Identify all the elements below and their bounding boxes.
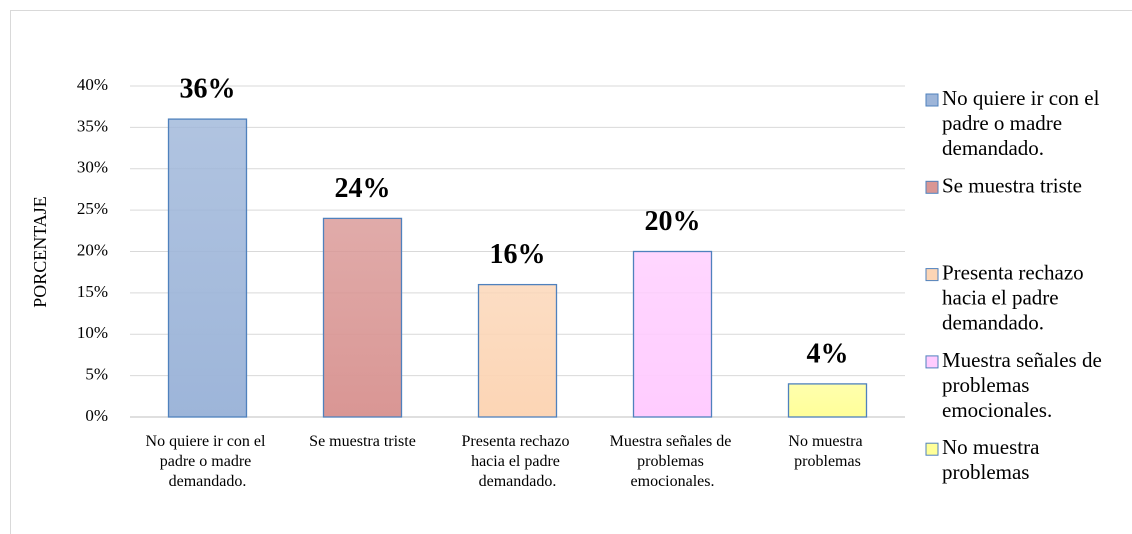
legend-label: No muestra problemas	[942, 435, 1045, 484]
y-tick-label: 5%	[85, 365, 108, 384]
legend-swatch	[925, 93, 939, 107]
chart-frame	[10, 10, 1132, 534]
y-tick-label: 10%	[77, 323, 108, 342]
data-label: 16%	[490, 239, 546, 270]
y-tick-label: 35%	[77, 116, 108, 135]
bar	[632, 250, 713, 418]
y-tick-label: 15%	[77, 282, 108, 301]
y-tick-label: 20%	[77, 240, 108, 259]
bar	[787, 383, 868, 418]
legend-swatch	[925, 268, 939, 282]
legend-swatch	[925, 442, 939, 456]
x-tick-label: Muestra señales de problemas emocionales…	[610, 433, 736, 490]
data-label: 20%	[645, 206, 701, 237]
bar	[167, 118, 248, 418]
y-axis-label: PORCENTAJE	[30, 196, 50, 308]
data-label: 24%	[335, 173, 391, 204]
legend-swatch	[925, 180, 939, 194]
data-label: 4%	[807, 338, 849, 369]
x-tick-label: No quiere ir con el padre o madre demand…	[146, 433, 270, 490]
bar	[477, 283, 558, 418]
legend-label: Muestra señales de problemas emocionales…	[942, 348, 1107, 422]
x-tick-label: Se muestra triste	[309, 433, 416, 450]
y-tick-label: 30%	[77, 158, 108, 177]
x-tick-label: No muestra problemas	[788, 433, 866, 470]
x-tick-label: Presenta rechazo hacia el padre demandad…	[462, 433, 574, 490]
data-label: 36%	[180, 74, 236, 105]
bar	[322, 217, 403, 418]
legend-swatch	[925, 355, 939, 369]
y-tick-label: 25%	[77, 199, 108, 218]
y-tick-label: 40%	[77, 75, 108, 94]
legend-label: Se muestra triste	[942, 173, 1082, 197]
legend-label: Presenta rechazo hacia el padre demandad…	[942, 260, 1089, 334]
y-tick-label: 0%	[85, 406, 108, 425]
legend-label: No quiere ir con el padre o madre demand…	[942, 86, 1105, 160]
